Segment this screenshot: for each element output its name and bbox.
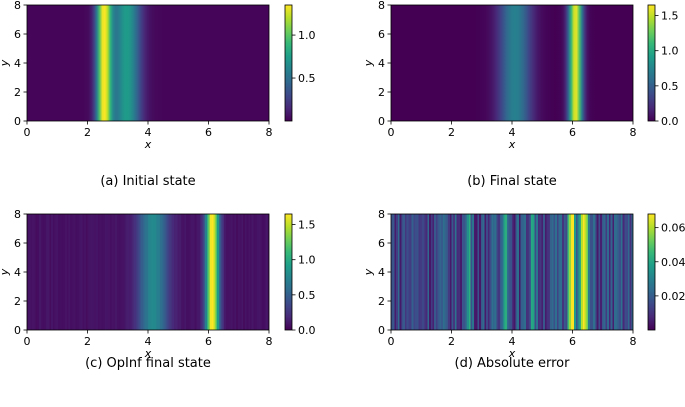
y-tick-label-c-2: 4 bbox=[14, 266, 21, 279]
x-tick-label-a-4: 8 bbox=[266, 126, 273, 139]
y-tick-label-a-0: 0 bbox=[14, 115, 21, 128]
x-tick-label-c-2: 4 bbox=[145, 335, 152, 348]
heatmap-b bbox=[391, 5, 633, 121]
x-tick-label-c-1: 2 bbox=[84, 335, 91, 348]
panels: 0 2 4 6 8 0 2 4 6 8 x y 0.5 1.0 (a) Initial state 0 2 4 6 8… bbox=[0, 0, 685, 371]
x-tick-label-a-2: 4 bbox=[145, 126, 152, 139]
colorbar-tick-label-c-1: 0.5 bbox=[298, 289, 316, 302]
y-tick-label-b-2: 4 bbox=[378, 57, 385, 70]
caption-b: (b) Final state bbox=[467, 174, 557, 189]
x-tick-label-d-2: 4 bbox=[509, 335, 516, 348]
colorbar-tick-label-b-3: 1.5 bbox=[661, 10, 679, 23]
x-tick-label-a-1: 2 bbox=[84, 126, 91, 139]
x-tick-label-b-3: 6 bbox=[569, 126, 576, 139]
caption-c: (c) OpInf final state bbox=[85, 356, 211, 371]
x-tick-label-c-4: 8 bbox=[266, 335, 273, 348]
y-tick-label-a-3: 6 bbox=[14, 28, 21, 41]
colorbar-tick-label-a-0: 0.5 bbox=[298, 72, 316, 85]
colorbar-c bbox=[285, 214, 292, 330]
y-tick-label-c-3: 6 bbox=[14, 237, 21, 250]
y-tick-label-a-2: 4 bbox=[14, 57, 21, 70]
x-tick-label-b-2: 4 bbox=[509, 126, 516, 139]
panel-c: 0 2 4 6 8 0 2 4 6 8 x y 0.0 0.5 1.0 1.5 (c) OpInf final … bbox=[0, 208, 316, 371]
x-tick-label-b-0: 0 bbox=[388, 126, 395, 139]
x-tick-label-c-0: 0 bbox=[24, 335, 31, 348]
x-tick-label-d-3: 6 bbox=[569, 335, 576, 348]
heatmap-c bbox=[27, 214, 269, 330]
y-tick-label-a-1: 2 bbox=[14, 86, 21, 99]
x-axis-label-d: x bbox=[508, 347, 516, 360]
colorbar-a bbox=[285, 5, 292, 121]
colorbar-frame-c bbox=[284, 213, 293, 331]
colorbar-frame-a bbox=[284, 4, 293, 122]
x-axis-label-b: x bbox=[508, 138, 516, 151]
y-tick-label-b-1: 2 bbox=[378, 86, 385, 99]
y-tick-label-c-4: 8 bbox=[14, 208, 21, 221]
y-tick-label-b-0: 0 bbox=[378, 115, 385, 128]
y-tick-label-d-3: 6 bbox=[378, 237, 385, 250]
y-axis-label-c: y bbox=[0, 268, 11, 276]
colorbar-frame-b bbox=[647, 4, 656, 122]
colorbar-frame-d bbox=[647, 213, 656, 331]
y-tick-label-b-4: 8 bbox=[378, 0, 385, 12]
x-tick-label-d-4: 8 bbox=[630, 335, 637, 348]
colorbar-tick-label-c-2: 1.0 bbox=[298, 254, 316, 267]
x-tick-label-c-3: 6 bbox=[205, 335, 212, 348]
panel-d: 0 2 4 6 8 0 2 4 6 8 x y 0.02 0.04 0.06 (d) Absolute err… bbox=[362, 208, 685, 371]
panel-a: 0 2 4 6 8 0 2 4 6 8 x y 0.5 1.0 (a) Initial state bbox=[0, 0, 316, 189]
y-tick-label-d-0: 0 bbox=[378, 324, 385, 337]
x-tick-label-d-0: 0 bbox=[388, 335, 395, 348]
heatmap-d bbox=[391, 214, 633, 330]
y-tick-label-a-4: 8 bbox=[14, 0, 21, 12]
y-axis-label-a: y bbox=[0, 59, 11, 67]
colorbar-tick-label-b-1: 0.5 bbox=[661, 80, 679, 93]
x-tick-label-d-1: 2 bbox=[448, 335, 455, 348]
colorbar-tick-label-b-0: 0.0 bbox=[661, 115, 679, 128]
y-tick-label-d-4: 8 bbox=[378, 208, 385, 221]
y-tick-label-c-1: 2 bbox=[14, 295, 21, 308]
colorbar-b bbox=[648, 5, 655, 121]
x-tick-label-a-0: 0 bbox=[24, 126, 31, 139]
heatmap-a bbox=[27, 5, 269, 121]
y-tick-label-d-2: 4 bbox=[378, 266, 385, 279]
colorbar-tick-label-c-0: 0.0 bbox=[298, 324, 316, 337]
x-tick-label-a-3: 6 bbox=[205, 126, 212, 139]
colorbar-tick-label-d-2: 0.06 bbox=[661, 222, 685, 235]
colorbar-tick-label-d-1: 0.04 bbox=[661, 256, 685, 269]
x-tick-label-b-1: 2 bbox=[448, 126, 455, 139]
colorbar-tick-label-a-1: 1.0 bbox=[298, 29, 316, 42]
y-axis-label-d: y bbox=[362, 268, 375, 276]
panel-b: 0 2 4 6 8 0 2 4 6 8 x y 0.0 0.5 1.0 1.5 (b) Final state bbox=[362, 0, 679, 189]
y-tick-label-b-3: 6 bbox=[378, 28, 385, 41]
y-axis-label-b: y bbox=[362, 59, 375, 67]
caption-a: (a) Initial state bbox=[100, 174, 195, 189]
colorbar-tick-label-c-3: 1.5 bbox=[298, 219, 316, 232]
y-tick-label-d-1: 2 bbox=[378, 295, 385, 308]
x-axis-label-c: x bbox=[144, 347, 152, 360]
colorbar-tick-label-b-2: 1.0 bbox=[661, 45, 679, 58]
x-axis-label-a: x bbox=[144, 138, 152, 151]
caption-d: (d) Absolute error bbox=[455, 356, 571, 371]
colorbar-tick-label-d-0: 0.02 bbox=[661, 290, 685, 303]
x-tick-label-b-4: 8 bbox=[630, 126, 637, 139]
y-tick-label-c-0: 0 bbox=[14, 324, 21, 337]
colorbar-d bbox=[648, 214, 655, 330]
